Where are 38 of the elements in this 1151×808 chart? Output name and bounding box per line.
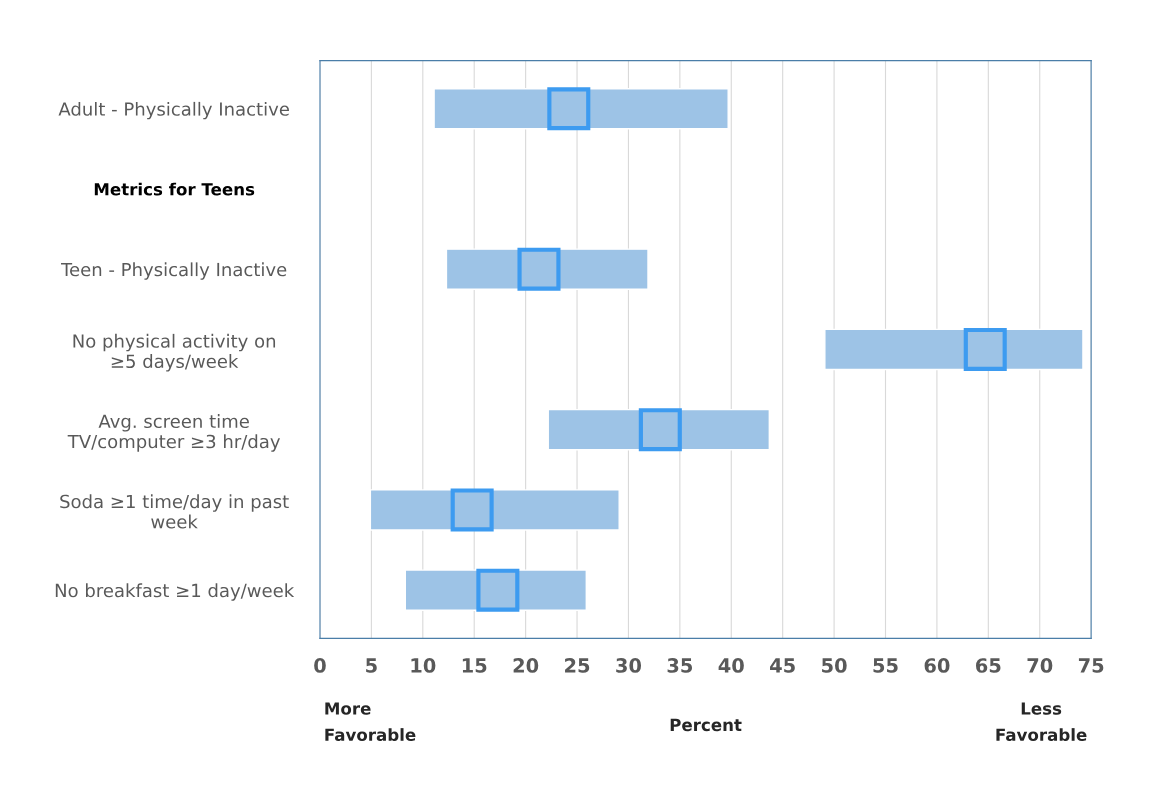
y-tick-label: Metrics for Teens <box>94 182 255 196</box>
y-tick-label: Avg. screen time TV/computer ≥3 hr/day <box>67 414 281 452</box>
x-tick-label: 35 <box>667 658 693 673</box>
x-tick-label: 15 <box>462 658 487 673</box>
x-tick-label: 30 <box>616 658 642 673</box>
y-tick-label: Soda ≥1 time/day in past week <box>60 494 289 529</box>
point <box>963 327 1007 371</box>
point <box>547 87 591 131</box>
x-tick-label: 20 <box>513 658 539 673</box>
x-axis-title: Percent <box>670 718 742 732</box>
y-tick-label: Teen - Physically Inactive <box>61 262 287 280</box>
x-tick-label: 45 <box>770 658 795 673</box>
y-tick-label: No breakfast ≥1 day/week <box>55 583 295 601</box>
text: Less Favorable <box>996 702 1087 742</box>
x-tick-label: 10 <box>411 658 436 673</box>
x-tick-label: 5 <box>366 658 377 673</box>
x-tick-label: 25 <box>565 658 590 673</box>
point <box>450 488 494 532</box>
bar <box>824 328 1084 371</box>
bar <box>369 489 620 531</box>
point <box>476 568 520 612</box>
bar <box>404 569 587 611</box>
x-tick-label: 70 <box>1027 658 1053 673</box>
point <box>638 408 682 452</box>
x-tick-label: 55 <box>873 658 898 673</box>
bar <box>433 87 729 130</box>
x-tick-label: 40 <box>718 658 744 673</box>
bar <box>445 248 649 290</box>
x-tick-label: 75 <box>1078 658 1104 673</box>
x-tick-label: 50 <box>822 658 847 673</box>
text: More Favorable <box>325 702 416 742</box>
y-tick-label: No physical activity on ≥5 days/week <box>73 333 276 372</box>
bar <box>547 408 771 451</box>
x-tick-label: 65 <box>976 658 1001 673</box>
x-tick-label: 0 <box>314 658 326 673</box>
x-tick-label: 60 <box>924 658 950 673</box>
y-tick-label: Adult - Physically Inactive <box>58 101 289 120</box>
point <box>517 247 561 291</box>
